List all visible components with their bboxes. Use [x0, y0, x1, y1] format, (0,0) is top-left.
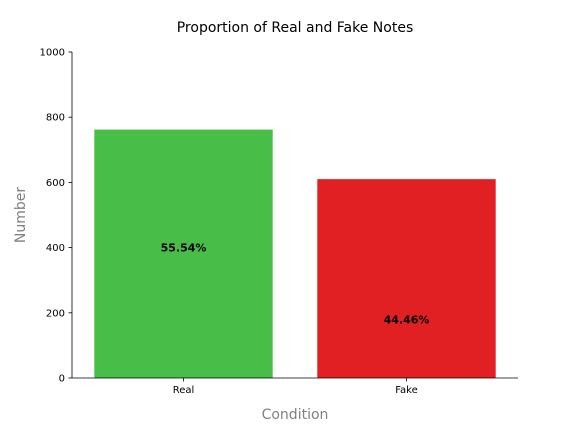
y-tick-label: 0	[59, 374, 65, 385]
y-tick-label: 1000	[40, 48, 65, 59]
plot-area: 0 200 400 600 800 1000 Real Fake 55.54% 44.46%	[40, 48, 518, 396]
bar-real	[94, 129, 273, 378]
chart-title: Proportion of Real and Fake Notes	[177, 20, 414, 36]
y-tick-label: 200	[46, 308, 65, 319]
y-tick-label: 400	[46, 243, 65, 254]
y-axis-label: Number	[13, 187, 29, 243]
x-tick-label: Fake	[395, 385, 418, 396]
y-tick-label: 800	[46, 113, 65, 124]
data-label-real: 55.54%	[161, 242, 207, 255]
x-axis-label: Condition	[262, 407, 329, 423]
bar-fake	[317, 179, 496, 378]
x-tick-label: Real	[173, 385, 195, 396]
y-tick-label: 600	[46, 178, 65, 189]
data-label-fake: 44.46%	[384, 313, 430, 326]
